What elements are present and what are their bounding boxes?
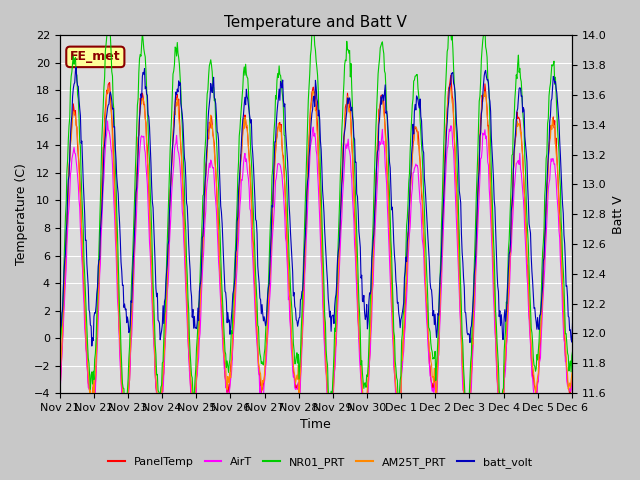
X-axis label: Time: Time [300,419,331,432]
Legend: PanelTemp, AirT, NR01_PRT, AM25T_PRT, batt_volt: PanelTemp, AirT, NR01_PRT, AM25T_PRT, ba… [104,452,536,472]
Title: Temperature and Batt V: Temperature and Batt V [225,15,407,30]
Y-axis label: Temperature (C): Temperature (C) [15,163,28,265]
Y-axis label: Batt V: Batt V [612,195,625,234]
Text: EE_met: EE_met [70,50,121,63]
